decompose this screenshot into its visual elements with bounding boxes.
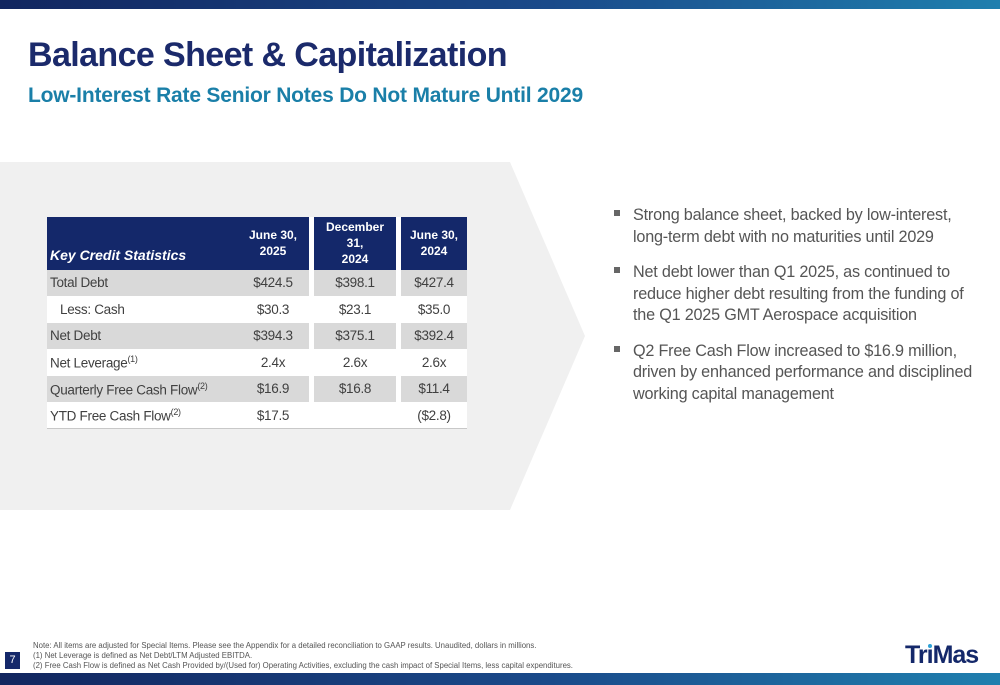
trimas-logo: TrıMas — [905, 641, 980, 670]
column-gap — [396, 402, 401, 430]
logo-text-part: Tr — [905, 641, 928, 669]
column-header-line: 2024 — [341, 252, 369, 267]
cell-value: $30.3 — [237, 296, 309, 323]
cell-value: $398.1 — [314, 269, 396, 297]
bullet-text: Net debt lower than Q1 2025, as continue… — [633, 263, 964, 324]
column-header-line: June 30, — [248, 228, 298, 243]
key-points-list: Strong balance sheet, backed by low-inte… — [614, 205, 974, 419]
row-label: YTD Free Cash Flow(2) — [47, 402, 237, 430]
table-header-label: Key Credit Statistics — [47, 217, 237, 270]
cell-value: ($2.8) — [401, 402, 467, 430]
cell-value: $16.8 — [314, 375, 396, 403]
footnote-note: Note: All items are adjusted for Special… — [33, 641, 537, 650]
cell-value: $424.5 — [237, 269, 309, 297]
column-header-line: 2025 — [259, 244, 287, 259]
cell-value: 2.4x — [237, 349, 309, 376]
row-label: Quarterly Free Cash Flow(2) — [47, 375, 237, 403]
cell-value: $375.1 — [314, 322, 396, 350]
column-gap — [309, 269, 314, 297]
row-label-text: YTD Free Cash Flow — [50, 408, 171, 424]
bullet-text: Q2 Free Cash Flow increased to $16.9 mil… — [633, 341, 973, 403]
row-label: Total Debt — [47, 269, 237, 297]
table-row-net-debt: Net Debt $394.3 $375.1 $392.4 — [47, 322, 467, 350]
page-number: 7 — [5, 652, 20, 669]
column-gap — [396, 322, 401, 350]
column-gap — [396, 296, 401, 323]
cell-value: 2.6x — [314, 349, 396, 376]
square-bullet-icon — [614, 210, 620, 216]
top-accent-bar — [0, 0, 1000, 9]
column-header-dec-2024: December 31, 2024 — [314, 217, 396, 270]
table-row-less-cash: Less: Cash $30.3 $23.1 $35.0 — [47, 296, 467, 323]
column-gap — [309, 217, 314, 270]
row-label: Net Leverage(1) — [47, 349, 237, 376]
column-header-june-2024: June 30, 2024 — [401, 217, 467, 270]
column-gap — [396, 217, 401, 270]
bottom-accent-bar — [0, 673, 1000, 685]
table-row-quarterly-fcf: Quarterly Free Cash Flow(2) $16.9 $16.8 … — [47, 375, 467, 403]
bullet-text: Strong balance sheet, backed by low-inte… — [633, 206, 952, 246]
column-gap — [309, 296, 314, 323]
row-label-text: Quarterly Free Cash Flow — [50, 382, 198, 398]
cell-value: $394.3 — [237, 322, 309, 350]
square-bullet-icon — [614, 267, 620, 273]
footnote-marker: (2) — [197, 380, 208, 391]
table-row-ytd-fcf: YTD Free Cash Flow(2) $17.5 ($2.8) — [47, 402, 467, 430]
cell-value: $392.4 — [401, 322, 467, 350]
logo-text-part: ı — [926, 641, 934, 669]
column-gap — [396, 349, 401, 376]
row-label-text: Net Leverage — [50, 355, 128, 371]
cell-value: $35.0 — [401, 296, 467, 323]
table-row-net-leverage: Net Leverage(1) 2.4x 2.6x 2.6x — [47, 349, 467, 376]
column-header-line: December 31, — [325, 220, 385, 251]
column-gap — [309, 349, 314, 376]
column-gap — [309, 402, 314, 430]
table-header-row: Key Credit Statistics June 30, 2025 Dece… — [47, 217, 467, 270]
column-gap — [309, 322, 314, 350]
key-credit-statistics-table: Key Credit Statistics June 30, 2025 Dece… — [47, 217, 467, 430]
cell-value: $11.4 — [401, 375, 467, 403]
column-header-june-2025: June 30, 2025 — [237, 217, 309, 270]
row-label: Less: Cash — [47, 296, 237, 323]
cell-value — [314, 402, 396, 430]
table-row-total-debt: Total Debt $424.5 $398.1 $427.4 — [47, 269, 467, 297]
list-item: Net debt lower than Q1 2025, as continue… — [614, 262, 974, 327]
logo-text-part: Mas — [932, 641, 980, 669]
cell-value: $16.9 — [237, 375, 309, 403]
page-subtitle: Low-Interest Rate Senior Notes Do Not Ma… — [28, 84, 583, 107]
column-gap — [396, 375, 401, 403]
column-gap — [396, 269, 401, 297]
cell-value: $17.5 — [237, 402, 309, 430]
list-item: Q2 Free Cash Flow increased to $16.9 mil… — [614, 341, 974, 406]
row-label: Net Debt — [47, 322, 237, 350]
cell-value: $427.4 — [401, 269, 467, 297]
footnotes: Note: All items are adjusted for Special… — [33, 641, 573, 671]
footnote-1: (1) Net Leverage is defined as Net Debt/… — [33, 651, 253, 660]
page-title: Balance Sheet & Capitalization — [28, 36, 508, 74]
footnote-marker: (1) — [127, 354, 138, 365]
cell-value: 2.6x — [401, 349, 467, 376]
list-item: Strong balance sheet, backed by low-inte… — [614, 205, 974, 248]
footnote-2: (2) Free Cash Flow is defined as Net Cas… — [33, 661, 573, 670]
cell-value: $23.1 — [314, 296, 396, 323]
footnote-marker: (2) — [170, 406, 181, 417]
square-bullet-icon — [614, 345, 620, 352]
column-gap — [309, 375, 314, 403]
